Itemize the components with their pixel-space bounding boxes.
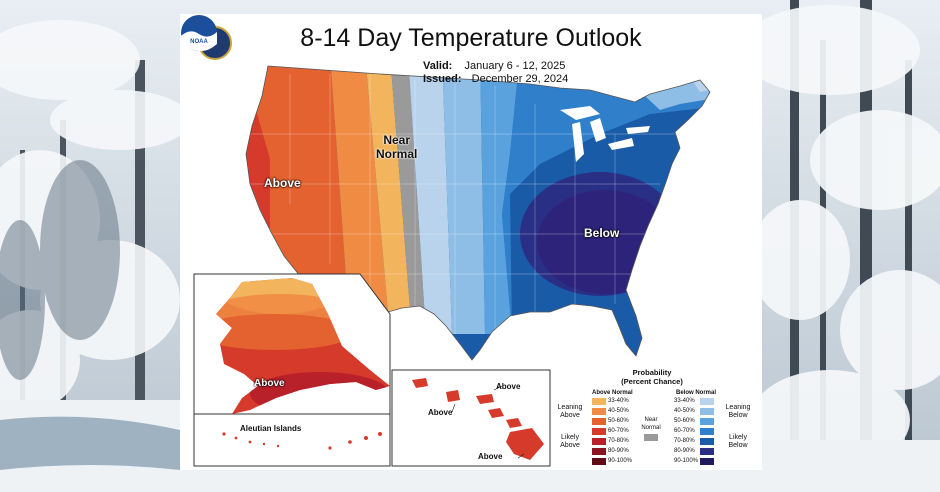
legend-title-line1: Probability: [632, 368, 672, 377]
legend-below-range-5: 80-90%: [674, 448, 695, 454]
legend-below-range-4: 70-80%: [674, 438, 695, 444]
label-hawaii-above-3: Above: [478, 452, 503, 461]
label-below: Below: [584, 226, 620, 240]
label-near-normal-line2: Normal: [376, 147, 418, 161]
legend-below-swatch-3: [700, 428, 714, 435]
legend-above-range-6: 90-100%: [608, 458, 633, 464]
legend-likely-above-line1: Likely: [561, 434, 579, 441]
legend-above-range-5: 80-90%: [608, 448, 629, 454]
legend-below-swatch-0: [700, 398, 714, 405]
legend-above-swatch-5: [592, 448, 606, 455]
legend-below-swatch-2: [700, 418, 714, 425]
legend-below-range-3: 60-70%: [674, 428, 695, 434]
legend-leaning-below-line2: Below: [728, 412, 748, 419]
label-above: Above: [264, 176, 301, 190]
legend-leaning-above: Leaning Above: [554, 404, 586, 420]
noaa-logo-icon: NOAA: [181, 15, 217, 52]
label-aleutian-islands: Aleutian Islands: [240, 424, 302, 433]
legend-above-range-0: 33-40%: [608, 398, 629, 404]
legend-above-swatch-3: [592, 428, 606, 435]
legend-near-line1: Near: [644, 417, 658, 423]
legend-title: Probability (Percent Chance): [598, 368, 706, 386]
label-alaska-above: Above: [254, 378, 285, 389]
issued-line: Issued: December 29, 2024: [423, 73, 568, 86]
legend-below-swatch-4: [700, 438, 714, 445]
legend-below-range-0: 33-40%: [674, 398, 695, 404]
label-near-normal: Near Normal: [376, 133, 417, 161]
legend-below-range-2: 50-60%: [674, 418, 695, 424]
legend-above-swatch-0: [592, 398, 606, 405]
legend-below-swatch-6: [700, 458, 714, 465]
legend-near-line2: Normal: [641, 425, 661, 431]
label-hawaii-above-1: Above: [496, 382, 521, 391]
legend-above-range-2: 50-60%: [608, 418, 629, 424]
legend-likely-below-line2: Below: [728, 442, 748, 449]
legend-likely-above-line2: Above: [560, 442, 580, 449]
legend-likely-above: Likely Above: [554, 434, 586, 450]
legend-above-swatch-4: [592, 438, 606, 445]
legend-leaning-below: Leaning Below: [720, 404, 756, 420]
legend-likely-below-line1: Likely: [729, 434, 747, 441]
outlook-map: [193, 65, 711, 467]
legend-above-range-1: 40-50%: [608, 408, 629, 414]
legend-below-swatch-5: [700, 448, 714, 455]
legend-above-header: Above Normal: [592, 390, 633, 396]
legend-likely-below: Likely Below: [720, 434, 756, 450]
valid-label: Valid:: [423, 60, 453, 72]
legend-near-swatch: [644, 434, 658, 441]
outlook-card: NOAA 8-14 Day Temperature Outlook Valid:…: [180, 14, 762, 470]
legend-title-line2: (Percent Chance): [621, 376, 683, 386]
page-title: 8-14 Day Temperature Outlook: [300, 24, 642, 52]
legend-above-range-4: 70-80%: [608, 438, 629, 444]
noaa-logo-text: NOAA: [190, 39, 208, 45]
issued-value: December 29, 2024: [471, 73, 569, 85]
issued-label: Issued:: [423, 73, 462, 85]
legend-above-range-3: 60-70%: [608, 428, 629, 434]
valid-value: January 6 - 12, 2025: [464, 60, 566, 72]
legend-leaning-above-line2: Above: [560, 412, 580, 419]
legend-below-header: Below Normal: [676, 390, 717, 396]
valid-line: Valid: January 6 - 12, 2025: [423, 60, 565, 73]
label-near-normal-line1: Near: [383, 133, 411, 147]
legend-below-range-6: 90-100%: [674, 458, 699, 464]
legend-above-swatch-6: [592, 458, 606, 465]
legend-near-normal: Near Normal: [640, 416, 662, 432]
legend-below-range-1: 40-50%: [674, 408, 695, 414]
label-hawaii-above-2: Above: [428, 408, 453, 417]
legend-above-swatch-1: [592, 408, 606, 415]
legend-leaning-below-line1: Leaning: [725, 404, 751, 411]
legend-leaning-above-line1: Leaning: [557, 404, 583, 411]
legend-below-swatch-1: [700, 408, 714, 415]
legend-above-swatch-2: [592, 418, 606, 425]
